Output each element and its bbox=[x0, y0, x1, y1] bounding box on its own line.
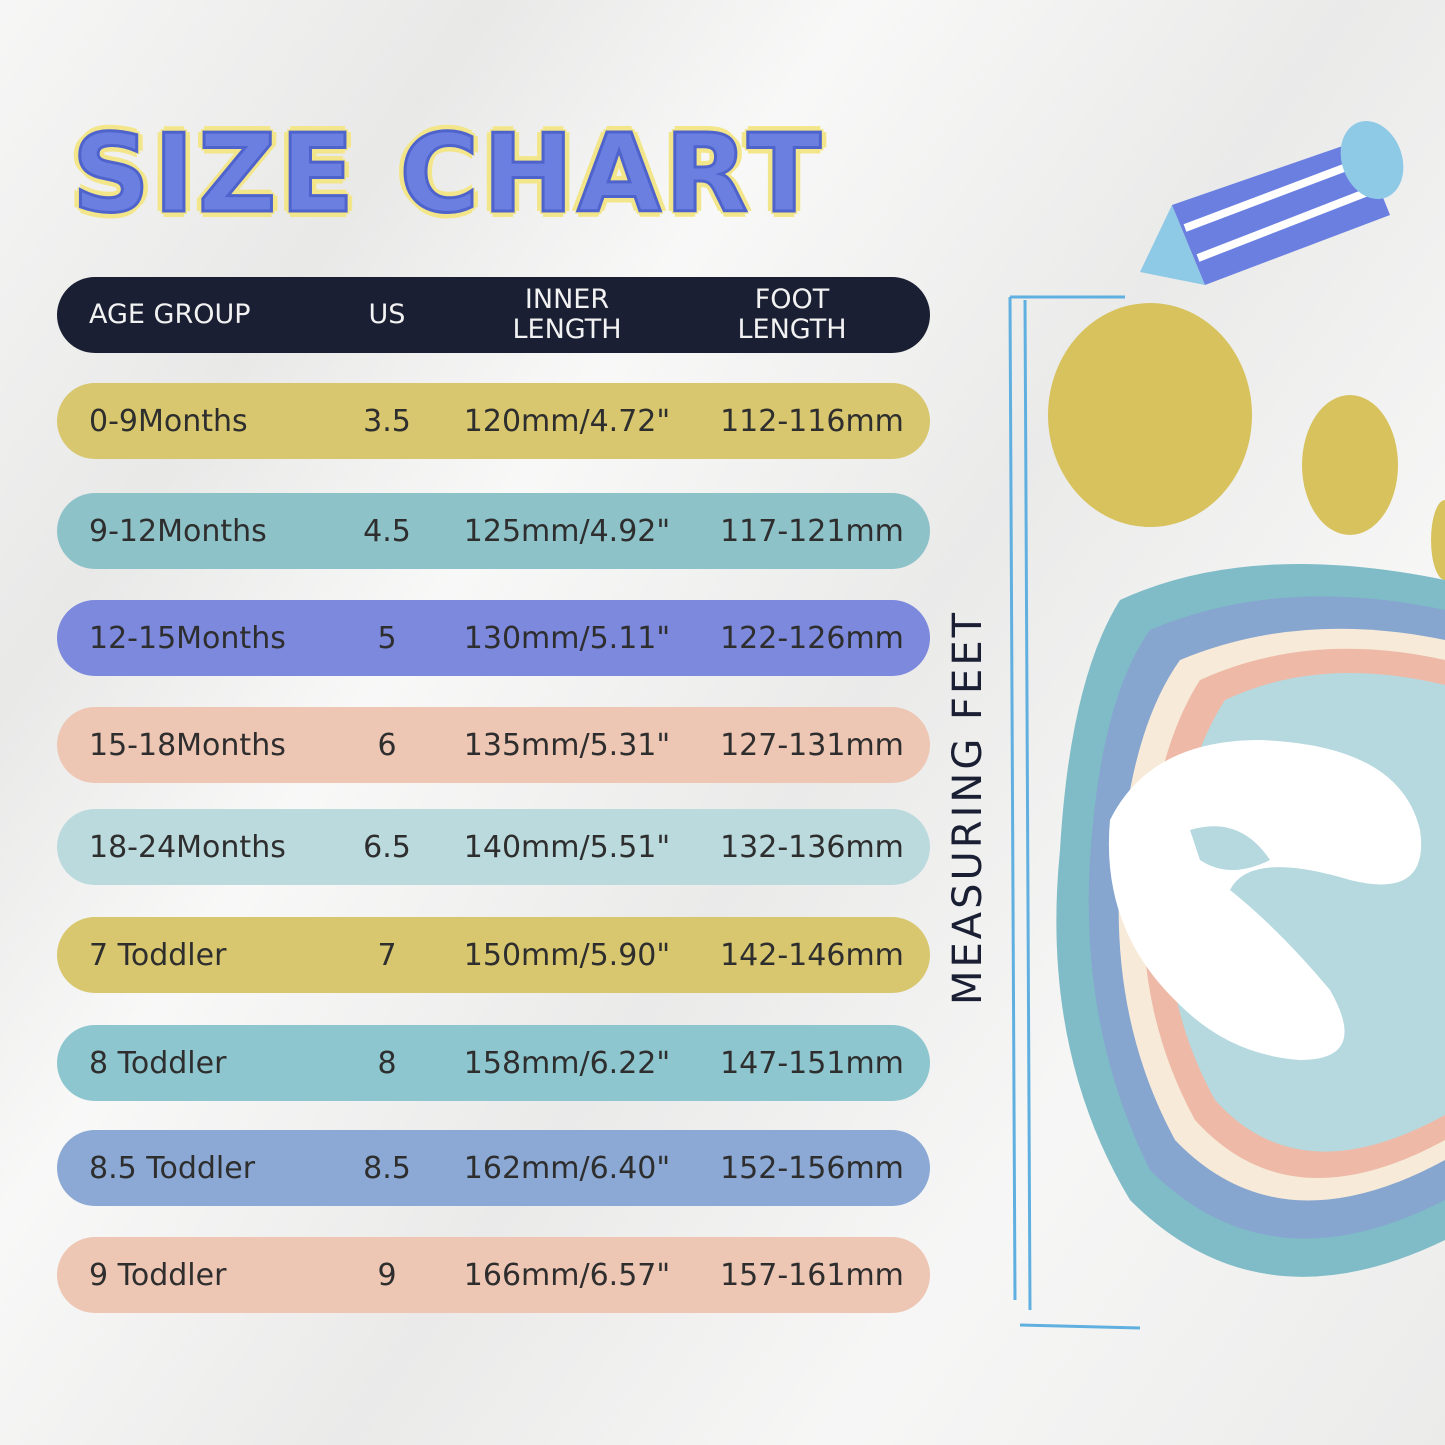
cell-foot-length: 112-116mm bbox=[720, 403, 904, 439]
cell-foot-length: 142-146mm bbox=[720, 937, 904, 973]
cell-us-size: 4.5 bbox=[363, 513, 411, 549]
cell-foot-length: 147-151mm bbox=[720, 1045, 904, 1081]
table-row: 18-24Months 6.5 140mm/5.51" 132-136mm bbox=[57, 809, 930, 885]
table-row: 8.5 Toddler 8.5 162mm/6.40" 152-156mm bbox=[57, 1130, 930, 1206]
header-inner-length: INNER LENGTH bbox=[512, 284, 622, 345]
header-us: US bbox=[368, 299, 406, 330]
cell-inner-length: 150mm/5.90" bbox=[463, 937, 671, 973]
cell-inner-length: 135mm/5.31" bbox=[463, 727, 671, 763]
pencil-icon bbox=[1140, 121, 1404, 285]
cell-us-size: 8 bbox=[377, 1045, 397, 1081]
cell-us-size: 3.5 bbox=[363, 403, 411, 439]
cell-age-group: 8 Toddler bbox=[89, 1045, 227, 1081]
cell-age-group: 8.5 Toddler bbox=[89, 1150, 256, 1186]
table-row: 9 Toddler 9 166mm/6.57" 157-161mm bbox=[57, 1237, 930, 1313]
table-row: 12-15Months 5 130mm/5.11" 122-126mm bbox=[57, 600, 930, 676]
header-age-group: AGE GROUP bbox=[89, 299, 251, 330]
cell-inner-length: 166mm/6.57" bbox=[463, 1257, 671, 1293]
toe-ovals bbox=[1048, 303, 1445, 580]
cell-foot-length: 122-126mm bbox=[720, 620, 904, 656]
cell-inner-length: 162mm/6.40" bbox=[463, 1150, 671, 1186]
cell-age-group: 9 Toddler bbox=[89, 1257, 227, 1293]
cell-age-group: 18-24Months bbox=[89, 829, 286, 865]
cell-foot-length: 157-161mm bbox=[720, 1257, 904, 1293]
cell-inner-length: 158mm/6.22" bbox=[463, 1045, 671, 1081]
table-header: AGE GROUP US INNER LENGTH FOOT LENGTH bbox=[57, 277, 930, 353]
cell-foot-length: 152-156mm bbox=[720, 1150, 904, 1186]
cell-us-size: 6 bbox=[377, 727, 397, 763]
cell-foot-length: 127-131mm bbox=[720, 727, 904, 763]
cell-age-group: 0-9Months bbox=[89, 403, 248, 439]
cell-us-size: 9 bbox=[377, 1257, 397, 1293]
cell-age-group: 7 Toddler bbox=[89, 937, 227, 973]
cell-us-size: 6.5 bbox=[363, 829, 411, 865]
cell-foot-length: 132-136mm bbox=[720, 829, 904, 865]
header-foot-length: FOOT LENGTH bbox=[737, 284, 847, 345]
table-row: 9-12Months 4.5 125mm/4.92" 117-121mm bbox=[57, 493, 930, 569]
table-row: 15-18Months 6 135mm/5.31" 127-131mm bbox=[57, 707, 930, 783]
cell-inner-length: 140mm/5.51" bbox=[463, 829, 671, 865]
cell-age-group: 9-12Months bbox=[89, 513, 267, 549]
cell-us-size: 7 bbox=[377, 937, 397, 973]
foot-shape bbox=[1056, 564, 1445, 1277]
measuring-feet-label: MEASURING FEET bbox=[945, 609, 991, 1005]
measuring-line bbox=[1008, 295, 1141, 1330]
table-row: 7 Toddler 7 150mm/5.90" 142-146mm bbox=[57, 917, 930, 993]
cell-inner-length: 120mm/4.72" bbox=[463, 403, 671, 439]
cell-inner-length: 125mm/4.92" bbox=[463, 513, 671, 549]
cell-inner-length: 130mm/5.11" bbox=[463, 620, 671, 656]
table-row: 8 Toddler 8 158mm/6.22" 147-151mm bbox=[57, 1025, 930, 1101]
cell-us-size: 8.5 bbox=[363, 1150, 411, 1186]
cell-us-size: 5 bbox=[377, 620, 397, 656]
cell-foot-length: 117-121mm bbox=[720, 513, 904, 549]
table-row: 0-9Months 3.5 120mm/4.72" 112-116mm bbox=[57, 383, 930, 459]
cell-age-group: 12-15Months bbox=[89, 620, 286, 656]
cell-age-group: 15-18Months bbox=[89, 727, 286, 763]
page-title: SIZE CHART bbox=[71, 111, 825, 239]
